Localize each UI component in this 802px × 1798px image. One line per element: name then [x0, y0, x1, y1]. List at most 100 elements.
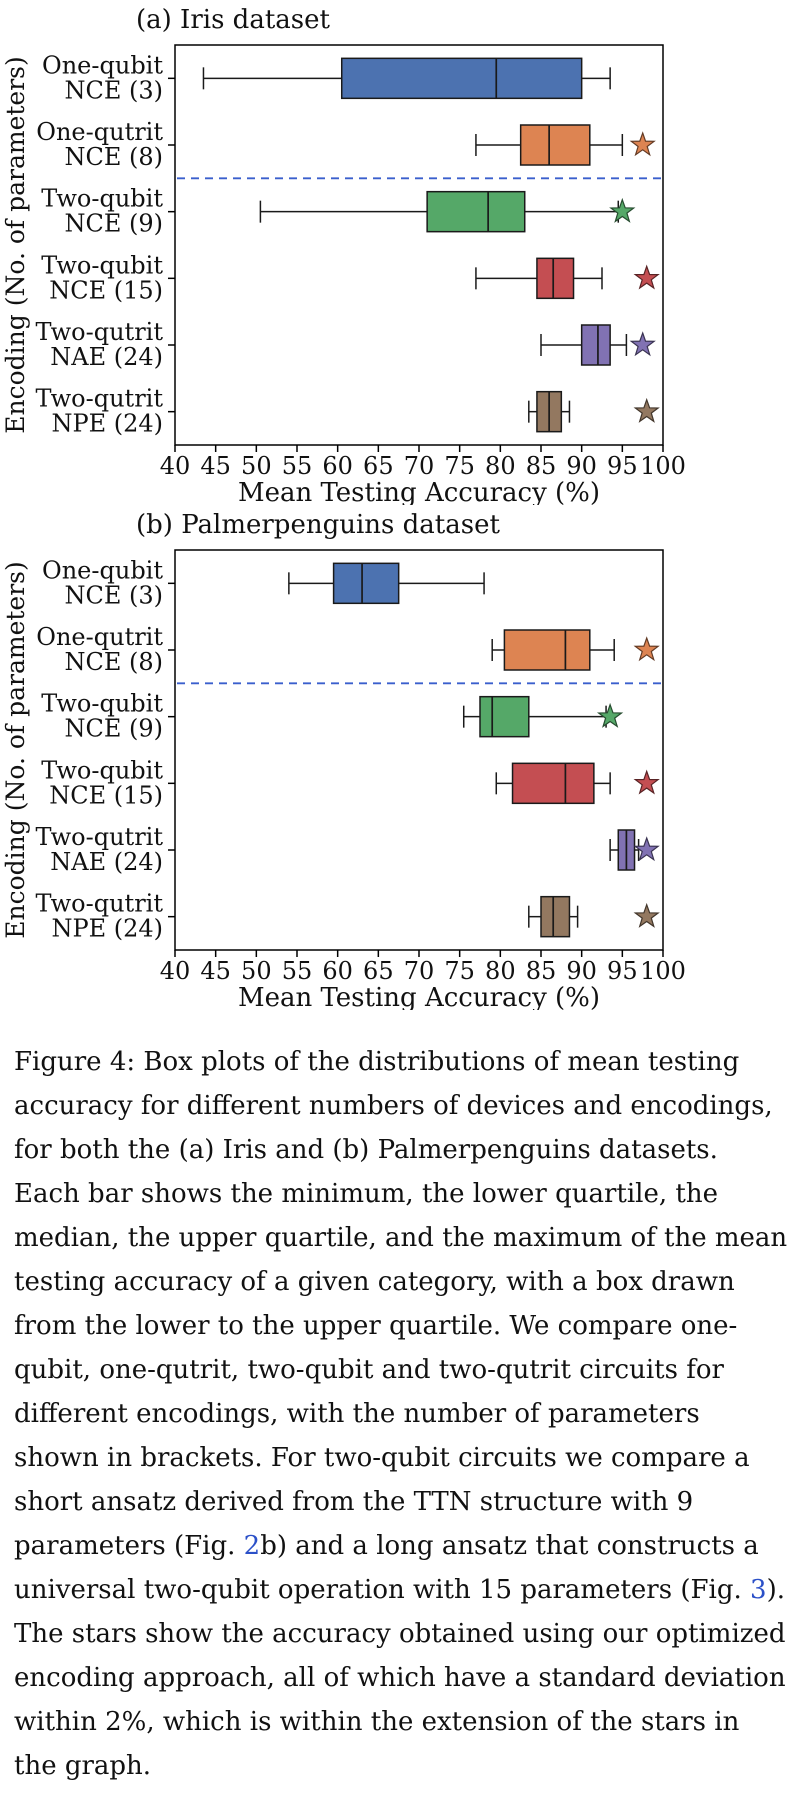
y-tick-label-line2: NAE (24) — [50, 848, 163, 876]
box — [479, 695, 530, 738]
y-tick-label-line1: One-qutrit — [36, 623, 163, 651]
x-tick-label: 60 — [322, 452, 353, 480]
y-axis-label: Encoding (No. of parameters) — [1, 56, 30, 433]
star-marker — [633, 836, 660, 862]
y-tick-label-line1: One-qubit — [42, 556, 163, 584]
boxplot-svg-palmerpenguins: (b) Palmerpenguins dataset Encoding (No. … — [1, 510, 686, 1010]
x-tick-label: 85 — [526, 452, 557, 480]
y-tick-label-line1: Two-qubit — [41, 185, 163, 213]
y-tick-label-line1: Two-qutrit — [35, 823, 163, 851]
star-marker — [633, 902, 660, 928]
box — [540, 895, 571, 938]
x-tick-label: 80 — [485, 957, 516, 985]
x-tick-label: 90 — [566, 452, 597, 480]
x-tick-label: 40 — [160, 452, 191, 480]
y-tick-label-line2: NPE (24) — [51, 410, 163, 438]
box — [536, 257, 575, 300]
y-tick-label-line2: NCE (9) — [64, 715, 163, 743]
star-marker — [633, 264, 660, 290]
x-tick-label: 55 — [282, 452, 313, 480]
boxplot-svg-iris: (a) Iris dataset Encoding (No. of paramet… — [1, 5, 686, 505]
y-tick-label-line2: NCE (3) — [64, 76, 163, 104]
plot-border — [174, 44, 664, 446]
x-tick-label: 50 — [241, 957, 272, 985]
star-marker — [633, 397, 660, 423]
x-tick-label: 90 — [566, 957, 597, 985]
y-tick-label-line1: One-qutrit — [36, 118, 163, 146]
x-tick-label: 65 — [363, 957, 394, 985]
star-marker — [596, 702, 624, 728]
plot-border — [174, 549, 664, 951]
x-tick-label: 45 — [200, 957, 231, 985]
star-marker — [609, 197, 636, 223]
chart-title: (a) Iris dataset — [136, 5, 330, 35]
box — [332, 562, 400, 605]
figure-caption: Figure 4: Box plots of the distributions… — [0, 1010, 802, 1798]
x-tick-label: 65 — [363, 452, 394, 480]
box — [340, 57, 583, 100]
y-tick-label-line1: Two-qubit — [41, 756, 163, 784]
y-tick-label-line2: NPE (24) — [51, 915, 163, 943]
chart-a-iris: (a) Iris dataset Encoding (No. of paramet… — [0, 0, 802, 505]
x-tick-label: 75 — [444, 452, 475, 480]
x-tick-label: 70 — [404, 452, 435, 480]
figure-ref-link[interactable]: 2 — [243, 1531, 261, 1561]
chart-b-palmerpenguins: (b) Palmerpenguins dataset Encoding (No. … — [0, 505, 802, 1010]
x-tick-label: 80 — [485, 452, 516, 480]
y-tick-label-line2: NCE (3) — [64, 581, 163, 609]
chart-title: (b) Palmerpenguins dataset — [136, 510, 500, 540]
x-tick-label: 45 — [200, 452, 231, 480]
caption-text: ). The stars show the accuracy obtained … — [14, 1575, 786, 1781]
box — [511, 762, 595, 805]
x-tick-label: 60 — [322, 957, 353, 985]
y-tick-label-line2: NCE (8) — [64, 143, 163, 171]
x-tick-label: 100 — [640, 452, 686, 480]
x-tick-label: 95 — [607, 957, 638, 985]
caption-text: b) and a long ansatz that constructs a u… — [14, 1531, 759, 1605]
star-marker — [629, 331, 656, 357]
box — [519, 124, 591, 166]
y-tick-label-line1: Two-qubit — [41, 251, 163, 279]
x-tick-label: 85 — [526, 957, 557, 985]
box — [503, 629, 591, 671]
y-tick-label-line2: NAE (24) — [50, 343, 163, 371]
y-tick-label-line2: NCE (15) — [49, 276, 163, 304]
y-tick-label-line1: Two-qutrit — [35, 318, 163, 346]
y-axis-label: Encoding (No. of parameters) — [1, 561, 30, 938]
x-axis-label: Mean Testing Accuracy (%) — [238, 478, 600, 505]
star-marker — [629, 131, 656, 157]
y-tick-label-line1: Two-qutrit — [35, 385, 163, 413]
box — [580, 324, 611, 366]
figure-ref-link[interactable]: 3 — [750, 1575, 767, 1605]
x-tick-label: 50 — [241, 452, 272, 480]
star-marker — [633, 636, 660, 662]
x-tick-label: 100 — [640, 957, 686, 985]
star-marker — [633, 769, 660, 795]
y-tick-label-line1: One-qubit — [42, 51, 163, 79]
y-tick-label-line1: Two-qutrit — [35, 890, 163, 918]
x-tick-label: 75 — [444, 957, 475, 985]
x-tick-label: 40 — [160, 957, 191, 985]
x-tick-label: 70 — [404, 957, 435, 985]
y-tick-label-line1: Two-qubit — [41, 690, 163, 718]
x-tick-label: 95 — [607, 452, 638, 480]
box — [426, 190, 526, 233]
y-tick-label-line2: NCE (15) — [49, 781, 163, 809]
x-axis-label: Mean Testing Accuracy (%) — [238, 983, 600, 1010]
y-tick-label-line2: NCE (8) — [64, 648, 163, 676]
caption-text: Figure 4: Box plots of the distributions… — [14, 1047, 788, 1561]
y-tick-label-line2: NCE (9) — [64, 210, 163, 238]
